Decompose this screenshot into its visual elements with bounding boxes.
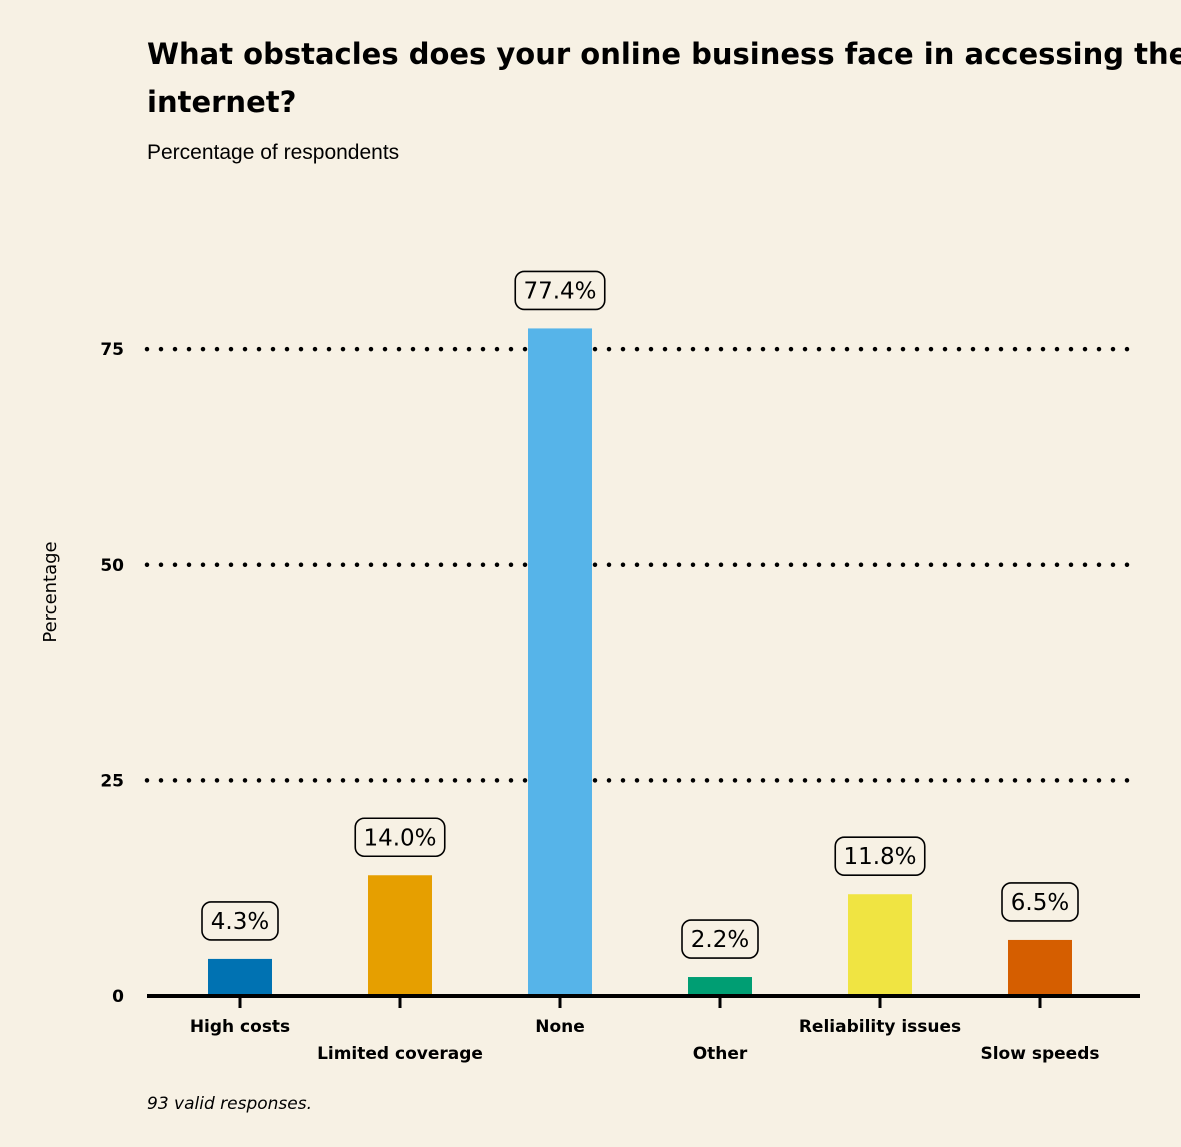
data-label-box xyxy=(201,901,279,941)
x-tick-label: Reliability issues xyxy=(799,1017,961,1037)
chart-title-line-1: What obstacles does your online business… xyxy=(147,37,1181,71)
y-tick-label-0: 0 xyxy=(112,987,124,1007)
data-label-box xyxy=(354,817,446,858)
x-tick-label: High costs xyxy=(190,1017,290,1037)
bars xyxy=(208,328,1072,996)
bar-high-costs xyxy=(208,958,272,996)
bar-other xyxy=(688,977,752,996)
y-axis-label: Percentage xyxy=(40,541,61,642)
data-label-box xyxy=(834,836,926,877)
data-label-box xyxy=(514,270,606,311)
chart-subtitle: Percentage of respondents xyxy=(147,141,399,164)
y-tick-label-75: 75 xyxy=(100,340,124,360)
x-tick-label: Other xyxy=(693,1044,748,1064)
bar-none xyxy=(528,328,592,996)
bar-reliability-issues xyxy=(848,894,912,996)
bar-limited-coverage xyxy=(368,875,432,996)
data-label: 14.0% xyxy=(363,825,436,851)
data-labels: 4.3% 14.0% 77.4% 2.2% 11.8% 6.5% xyxy=(201,270,1079,959)
y-tick-label-50: 50 xyxy=(100,556,124,576)
bar-slow-speeds xyxy=(1008,939,1072,996)
data-label: 2.2% xyxy=(691,927,749,953)
chart-caption: 93 valid responses. xyxy=(147,1094,312,1114)
y-tick-label-25: 25 xyxy=(100,771,124,791)
gridlines: 0 25 50 75 xyxy=(100,340,1143,1007)
data-label-box xyxy=(1001,882,1079,922)
data-label-box xyxy=(681,919,759,959)
x-tick-label: Limited coverage xyxy=(317,1044,483,1064)
chart-title-line-2: internet? xyxy=(147,85,296,119)
x-axis: High costs Limited coverage None Other Relia… xyxy=(147,994,1140,1064)
data-label: 77.4% xyxy=(523,278,596,304)
data-label: 4.3% xyxy=(211,909,269,935)
x-tick-label: None xyxy=(535,1017,585,1037)
data-label: 6.5% xyxy=(1011,890,1069,916)
x-tick-label: Slow speeds xyxy=(980,1044,1099,1064)
data-label: 11.8% xyxy=(843,844,916,870)
